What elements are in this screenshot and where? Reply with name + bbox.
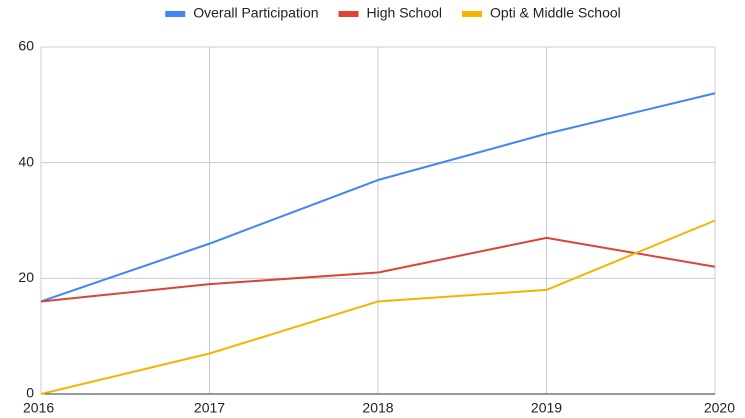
series-line (40, 236, 716, 303)
y-tick-label: 40 (18, 153, 34, 169)
legend-label: High School (367, 5, 443, 21)
y-tick-label: 20 (18, 269, 34, 285)
legend-swatch (462, 11, 483, 17)
legend-swatch (338, 11, 359, 17)
y-tick-label: 0 (26, 385, 34, 401)
series-line (40, 219, 716, 395)
x-tick-label: 2018 (362, 400, 393, 416)
x-tick-label: 2020 (704, 400, 735, 416)
x-tick-label: 2016 (23, 400, 54, 416)
legend-swatch (165, 11, 186, 17)
legend-label: Overall Participation (193, 5, 318, 21)
legend-label: Opti & Middle School (490, 5, 621, 21)
series-line (40, 92, 716, 303)
x-tick-label: 2019 (531, 400, 562, 416)
y-tick-label: 60 (18, 38, 34, 54)
x-tick-label: 2017 (194, 400, 225, 416)
